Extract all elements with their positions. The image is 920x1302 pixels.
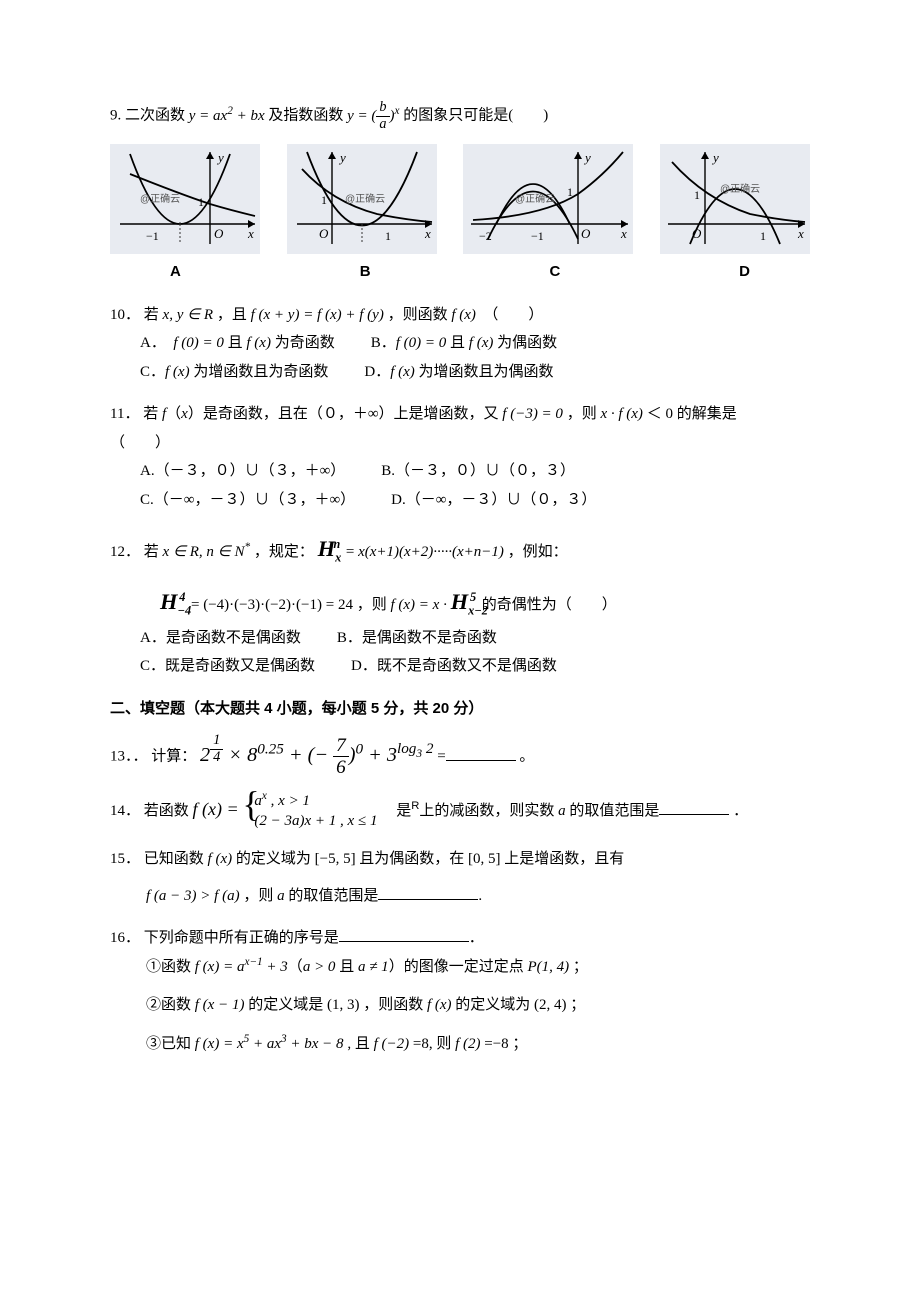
svg-text:@正确云: @正确云: [140, 192, 180, 205]
q9-label-B: B: [360, 258, 371, 287]
q9-text-after: 的图象只可能是( ): [403, 108, 548, 124]
q9-graph-D: y x O 1 1 @正确云: [660, 144, 810, 254]
q12-opt-D: D．既不是奇函数又不是偶函数: [351, 652, 557, 681]
svg-text:−1: −1: [531, 229, 544, 243]
svg-text:@正确云: @正确云: [345, 192, 385, 205]
q11-opt-A: A.（－３，０）∪（３，＋∞）: [140, 457, 345, 486]
q14-cases: ax , x > 1 (2 − 3a)x + 1 , x ≤ 1: [242, 792, 377, 831]
q15-number: 15．: [110, 851, 140, 867]
svg-text:1: 1: [385, 229, 391, 243]
svg-text:1: 1: [760, 229, 766, 243]
q12-opt-A: A．是奇函数不是偶函数: [140, 624, 301, 653]
q10-options: A． f (0) = 0 且 f (x) 为奇函数 B．f (0) = 0 且 …: [140, 329, 810, 386]
q13-expr: 214 × 80.25 + (− 76)0 + 3log3 2: [200, 744, 433, 766]
svg-text:y: y: [338, 150, 346, 165]
svg-text:y: y: [216, 150, 224, 165]
svg-text:@正确云: @正确云: [720, 182, 760, 195]
question-9: 9. 二次函数 y = ax2 + bx 及指数函数 y = (ba)x 的图象…: [110, 100, 810, 287]
svg-text:1: 1: [694, 188, 700, 202]
section2-header: 二、填空题（本大题共 4 小题，每小题 5 分，共 20 分）: [110, 695, 810, 724]
svg-text:−1: −1: [146, 229, 159, 243]
q16-item2: ②函数 f (x − 1) 的定义域是 (1, 3) ，则函数 f (x) 的定…: [146, 991, 810, 1020]
q9-label-D: D: [739, 258, 750, 287]
q13-number: 13．．: [110, 749, 148, 765]
question-16: 16． 下列命题中所有正确的序号是． ①函数 f (x) = ax−1 + 3（…: [110, 924, 810, 1058]
q9-graph-C: y x O −2 −1 1 @正确云: [463, 144, 633, 254]
q16-item3: ③已知 f (x) = x5 + ax3 + bx − 8 , 且 f (−2)…: [146, 1030, 810, 1059]
q9-label-C: C: [549, 258, 560, 287]
q12-pre: 若 x ∈ R, n ∈ N* ，规定：: [144, 544, 314, 560]
q9-graph-row: y x O −1 1 @正确云 y: [110, 144, 810, 254]
q13-blank: [446, 745, 516, 761]
q14-fx: f (x) =: [193, 799, 239, 819]
q12-opt-B: B．是偶函数不是奇函数: [337, 624, 497, 653]
svg-text:O: O: [214, 226, 224, 241]
q9-graph-A: y x O −1 1 @正确云: [110, 144, 260, 254]
q12-number: 12．: [110, 544, 140, 560]
q16-item1: ①函数 f (x) = ax−1 + 3（a > 0 且 a ≠ 1）的图像一定…: [146, 953, 810, 982]
q12-H1: Hxn: [318, 536, 346, 561]
q12-H2: H−44: [160, 589, 191, 614]
svg-text:x: x: [424, 226, 431, 241]
question-12: 12． 若 x ∈ R, n ∈ N* ，规定： Hxn = x(x+1)(x+…: [110, 528, 810, 681]
q12-eq: = (−4)·(−3)·(−2)·(−1) = 24 ，则 f (x) = x …: [191, 597, 447, 613]
q14-pre: 若函数: [144, 803, 193, 819]
q10-opt-A: A． f (0) = 0 且 f (x) 为奇函数: [140, 329, 335, 358]
svg-text:x: x: [247, 226, 254, 241]
q12-options: A．是奇函数不是偶函数 B．是偶函数不是奇函数 C．既是奇函数又是偶函数 D．既…: [140, 624, 810, 681]
svg-text:x: x: [797, 226, 804, 241]
q16-number: 16．: [110, 930, 140, 946]
q12-line2: H−44 = (−4)·(−3)·(−2)·(−1) = 24 ，则 f (x)…: [160, 581, 810, 624]
question-15: 15． 已知函数 f (x) 的定义域为 [−5, 5] 且为偶函数，在 [0,…: [110, 845, 810, 910]
q10-opt-C: C．f (x) 为增函数且为奇函数: [140, 358, 328, 387]
q12-H3: Hx−25: [451, 589, 482, 614]
q11-stem2: （ ）: [110, 435, 170, 451]
q11-number: 11．: [110, 406, 139, 422]
question-14: 14． 若函数 f (x) = ax , x > 1 (2 − 3a)x + 1…: [110, 792, 810, 831]
q15-blank: [378, 884, 478, 900]
svg-text:x: x: [620, 226, 627, 241]
q14-blank: [659, 799, 729, 815]
q12-opt-C: C．既是奇函数又是偶函数: [140, 652, 315, 681]
q9-graph-B: y x O 1 1 @正确云: [287, 144, 437, 254]
q16-blank: [339, 926, 469, 942]
q16-head: 下列命题中所有正确的序号是: [144, 930, 339, 946]
q9-label-A: A: [170, 258, 181, 287]
svg-text:1: 1: [567, 185, 573, 199]
q14-mid: 是R上的减函数，则实数 a 的取值范围是: [381, 803, 659, 819]
q9-text-before: 二次函数: [125, 108, 189, 124]
q10-stem: 若 x, y ∈ R ，且 f (x + y) = f (x) + f (y) …: [144, 307, 544, 323]
q10-opt-D: D．f (x) 为增函数且为偶函数: [364, 358, 553, 387]
q10-opt-B: B．f (0) = 0 且 f (x) 为偶函数: [371, 329, 557, 358]
svg-text:−2: −2: [479, 229, 492, 243]
question-13: 13．． 计算： 214 × 80.25 + (− 76)0 + 3log3 2…: [110, 733, 810, 778]
q12-tail: 的奇偶性为（ ）: [482, 597, 617, 613]
q9-labels: A B C D: [110, 258, 810, 287]
q9-eq2: y = (ba)x: [347, 108, 403, 124]
svg-text:y: y: [711, 150, 719, 165]
q11-stem1: 若 f（x）是奇函数，且在（０，＋∞）上是增函数，又 f (−3) = 0 ，则…: [143, 406, 737, 422]
question-11: 11． 若 f（x）是奇函数，且在（０，＋∞）上是增函数，又 f (−3) = …: [110, 400, 810, 514]
q11-opt-D: D.（－∞，－３）∪（０，３）: [391, 486, 596, 515]
q14-number: 14．: [110, 803, 140, 819]
question-10: 10． 若 x, y ∈ R ，且 f (x + y) = f (x) + f …: [110, 301, 810, 387]
q9-number: 9.: [110, 108, 121, 124]
svg-text:O: O: [319, 226, 329, 241]
svg-text:@正确云: @正确云: [515, 192, 555, 205]
q12-post: = x(x+1)(x+2)·····(x+n−1) ，例如：: [346, 544, 568, 560]
svg-text:1: 1: [321, 193, 327, 207]
q15-line2: f (a − 3) > f (a) ，则 a 的取值范围是.: [146, 882, 810, 911]
q9-eq1: y = ax2 + bx: [189, 108, 265, 124]
q11-opt-B: B.（－３，０）∪（０，３）: [381, 457, 575, 486]
q13-label: 计算：: [151, 749, 196, 765]
svg-text:1: 1: [198, 195, 204, 209]
svg-text:y: y: [583, 150, 591, 165]
q10-number: 10．: [110, 307, 140, 323]
q11-opt-C: C.（－∞，－３）∪（３，＋∞）: [140, 486, 355, 515]
q11-options: A.（－３，０）∪（３，＋∞） B.（－３，０）∪（０，３） C.（－∞，－３）…: [140, 457, 810, 514]
svg-text:O: O: [581, 226, 591, 241]
q15-line1: 已知函数 f (x) 的定义域为 [−5, 5] 且为偶函数，在 [0, 5] …: [144, 851, 625, 867]
q9-text-mid1: 及指数函数: [268, 108, 347, 124]
